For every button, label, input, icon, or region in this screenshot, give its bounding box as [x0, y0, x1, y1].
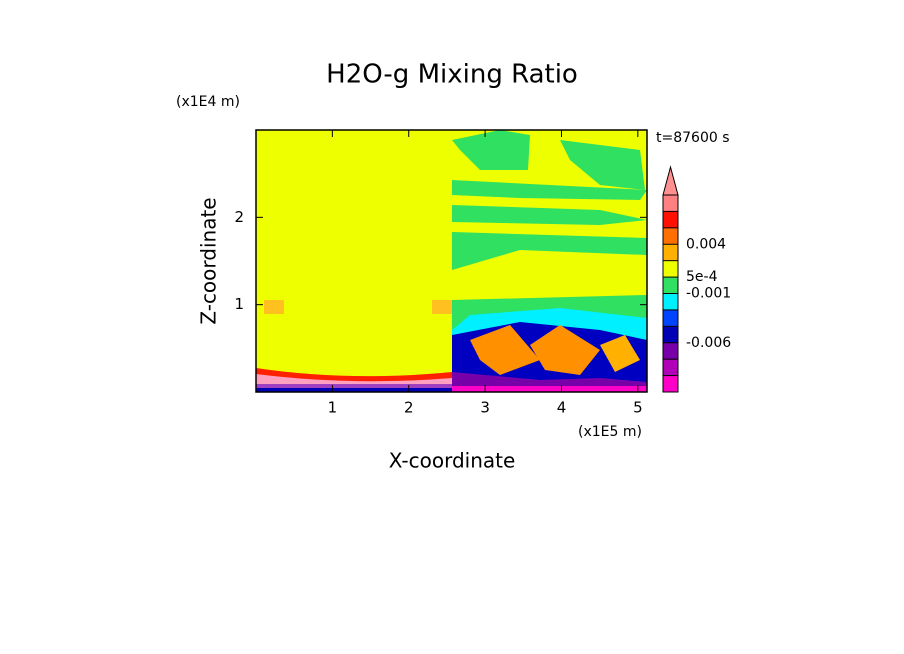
field-streak [452, 180, 647, 200]
x-unit: (x1E5 m) [578, 424, 642, 440]
colorbar-label: 0.004 [686, 236, 726, 252]
colorbar-segment [663, 277, 678, 294]
colorbar-segment [663, 359, 678, 376]
colorbar-segment [663, 211, 678, 228]
field-band [256, 388, 452, 392]
field-blob [600, 335, 640, 372]
y-axis-label: Z-coordinate [197, 197, 221, 324]
colorbar-segment [663, 260, 678, 278]
colorbar-segment [663, 195, 678, 212]
chart-title: H2O-g Mixing Ratio [326, 60, 578, 90]
colorbar-segment [663, 309, 678, 327]
colorbar-label: -0.001 [686, 286, 731, 302]
colorbar-segment [663, 293, 678, 310]
colorbar-segment [663, 375, 678, 392]
field-patch [432, 300, 452, 314]
colorbar-segment [663, 326, 678, 343]
x-tick-label: 1 [328, 399, 338, 417]
annotation: t=87600 s [656, 130, 730, 146]
y-unit: (x1E4 m) [176, 94, 240, 110]
field-streak [452, 232, 647, 270]
field-patch [264, 300, 284, 314]
field-streak [560, 140, 645, 190]
x-tick-label: 2 [404, 399, 414, 417]
field-streak [452, 205, 647, 225]
x-axis-label: X-coordinate [389, 449, 516, 473]
field-blob [530, 325, 600, 375]
x-tick-label: 3 [480, 399, 490, 417]
colorbar-label: 5e-4 [686, 269, 718, 285]
field-band [452, 386, 647, 392]
colorbar-segment [663, 244, 678, 261]
plot-frame [255, 129, 648, 393]
colorbar-extension [662, 165, 679, 196]
contour-field [256, 130, 647, 392]
y-tick-label: 2 [234, 208, 244, 226]
x-tick-label: 5 [633, 399, 643, 417]
colorbar-segment [663, 227, 678, 245]
x-tick-label: 4 [557, 399, 567, 417]
field-streak [452, 130, 530, 170]
colorbar-label: -0.006 [686, 335, 731, 351]
colorbar-segment [663, 342, 678, 360]
y-tick-label: 1 [234, 295, 244, 313]
field-blob [470, 325, 540, 375]
